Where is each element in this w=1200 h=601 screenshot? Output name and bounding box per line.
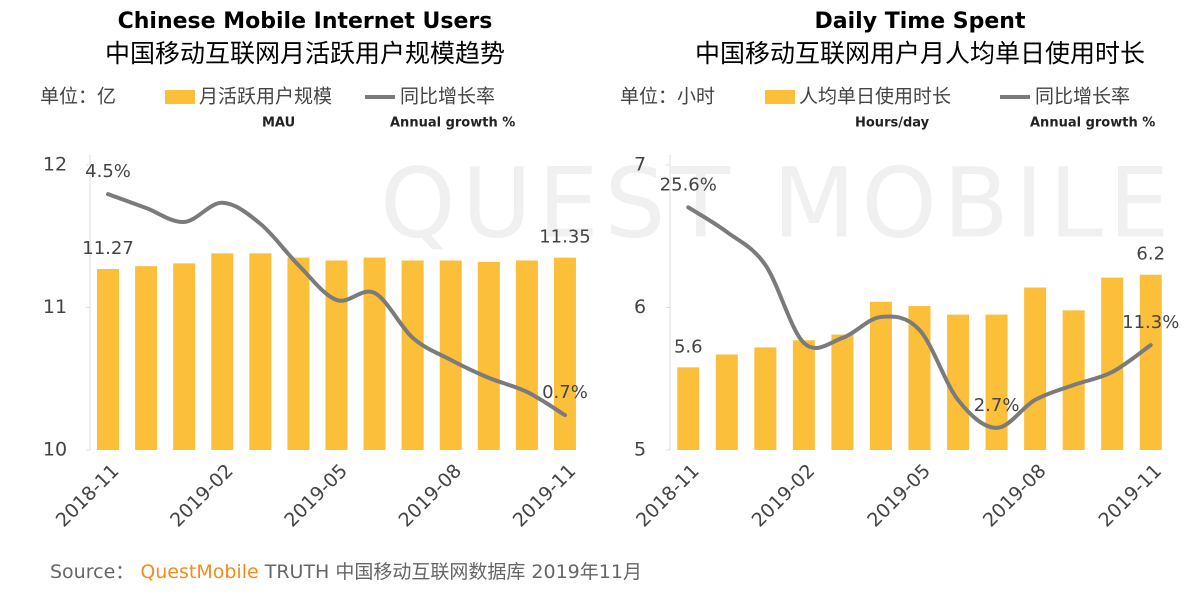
x-tick-label: 2019-05 xyxy=(280,460,352,532)
legend-sublabel: MAU xyxy=(262,116,295,131)
watermark: QUEST MOBILE xyxy=(380,147,1175,259)
bar xyxy=(1024,287,1047,450)
x-tick-label: 2018-11 xyxy=(52,460,124,532)
bar xyxy=(401,260,424,450)
x-tick-label: 2019-05 xyxy=(863,460,935,532)
legend-swatch xyxy=(765,90,795,104)
bar xyxy=(363,257,386,450)
y-tick-label: 7 xyxy=(634,154,646,176)
legend-label: 月活跃用户规模 xyxy=(199,86,332,108)
bar xyxy=(908,306,931,450)
unit-label: 单位：亿 xyxy=(40,86,116,108)
source-label: Source： xyxy=(50,561,134,583)
bar xyxy=(1101,277,1124,450)
bar xyxy=(754,347,777,450)
bar xyxy=(287,257,310,450)
charts: Chinese Mobile Internet Users 中国移动互联网月活跃用… xyxy=(40,9,1179,532)
legend-swatch xyxy=(165,90,195,104)
bar xyxy=(715,354,738,450)
bar xyxy=(985,314,1008,450)
bar xyxy=(1139,274,1162,450)
value-label: 11.27 xyxy=(82,238,134,259)
bar xyxy=(97,269,120,450)
chart-subtitle: 中国移动互联网用户月人均单日使用时长 xyxy=(695,39,1145,68)
value-label: 0.7% xyxy=(542,382,588,403)
bar xyxy=(831,334,854,450)
bar xyxy=(135,266,158,450)
value-label: 6.2 xyxy=(1136,244,1165,265)
bar xyxy=(1062,310,1085,450)
y-tick-label: 11 xyxy=(43,296,67,318)
value-label: 11.3% xyxy=(1122,312,1179,333)
value-label: 11.35 xyxy=(539,227,591,248)
value-label: 5.6 xyxy=(674,336,703,357)
x-tick-label: 2019-02 xyxy=(166,460,238,532)
legend-sublabel: Annual growth % xyxy=(1030,116,1155,131)
y-tick-label: 5 xyxy=(634,439,646,461)
chart-subtitle: 中国移动互联网月活跃用户规模趋势 xyxy=(105,39,505,68)
bar xyxy=(325,260,348,450)
y-tick-label: 12 xyxy=(43,154,67,176)
legend-sublabel: Annual growth % xyxy=(390,116,515,131)
x-tick-label: 2019-11 xyxy=(1094,460,1166,532)
y-tick-label: 10 xyxy=(43,439,67,461)
legend-sublabel: Hours/day xyxy=(855,116,930,131)
bar xyxy=(477,261,500,450)
unit-label: 单位：小时 xyxy=(620,86,715,108)
bar xyxy=(869,301,892,450)
chart-title: Chinese Mobile Internet Users xyxy=(118,9,493,34)
bar xyxy=(947,314,970,450)
chart-title: Daily Time Spent xyxy=(815,9,1026,34)
bar xyxy=(439,260,462,450)
bar xyxy=(515,260,538,450)
bar xyxy=(553,257,576,450)
bar xyxy=(677,367,700,450)
legend-label: 人均单日使用时长 xyxy=(799,86,951,108)
legend-label: 同比增长率 xyxy=(400,86,495,108)
value-label: 25.6% xyxy=(660,174,717,195)
x-tick-label: 2019-08 xyxy=(979,460,1051,532)
x-tick-label: 2019-08 xyxy=(394,460,466,532)
bar xyxy=(211,253,234,450)
bar xyxy=(173,263,196,450)
y-tick-label: 6 xyxy=(634,296,646,318)
growth-line xyxy=(686,205,1153,430)
growth-line xyxy=(106,192,567,418)
source-brand: QuestMobile xyxy=(140,561,258,583)
source-text: TRUTH 中国移动互联网数据库 2019年11月 xyxy=(264,561,642,583)
x-tick-label: 2019-11 xyxy=(509,460,581,532)
source: Source： QuestMobile TRUTH 中国移动互联网数据库 201… xyxy=(50,561,642,583)
x-tick-label: 2019-02 xyxy=(748,460,820,532)
legend-label: 同比增长率 xyxy=(1035,86,1130,108)
bar xyxy=(249,253,272,450)
bar xyxy=(792,340,815,450)
value-label: 2.7% xyxy=(974,395,1020,416)
value-label: 4.5% xyxy=(85,161,131,182)
x-tick-label: 2018-11 xyxy=(632,460,704,532)
